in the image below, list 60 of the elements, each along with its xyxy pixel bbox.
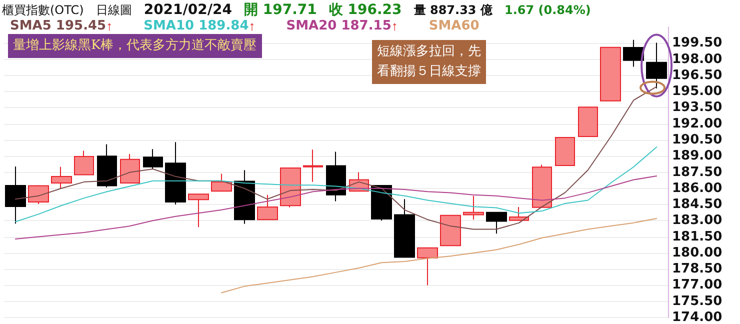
y-tick-label: 196.50	[672, 68, 722, 83]
text: 開 197.71	[244, 1, 317, 19]
candlestick	[417, 247, 438, 286]
text: SMA60	[428, 18, 480, 34]
line-series	[14, 146, 658, 222]
candlestick	[28, 184, 49, 204]
candlestick	[280, 167, 301, 208]
y-tick-label: 192.00	[672, 116, 722, 132]
y-tick-label: 183.00	[672, 213, 722, 228]
y-tick-label: 186.00	[672, 180, 722, 196]
candlestick	[371, 184, 392, 222]
annotation: 量增上影線黑K棒，代表多方力道不敵賣壓	[8, 34, 262, 58]
candlestick	[303, 149, 323, 182]
y-tick-label: 184.50	[672, 197, 722, 212]
text: SMA20 187.15↑	[286, 18, 398, 34]
text: SMA5 195.45↑	[10, 18, 113, 34]
candlestick	[74, 150, 94, 176]
candlestick	[623, 39, 644, 68]
y-tick-label: 195.00	[672, 84, 722, 100]
text: 量 887.33 億	[414, 2, 492, 19]
y-tick-label: 175.50	[672, 294, 722, 309]
line-series	[14, 176, 658, 240]
candlestick	[326, 151, 346, 202]
candlestick	[555, 137, 575, 166]
candlestick	[51, 166, 72, 189]
text: 2021/02/24	[144, 2, 232, 18]
y-tick-label: 190.50	[672, 132, 722, 148]
candlestick	[5, 166, 26, 224]
candlestick	[188, 193, 209, 228]
candlestick	[440, 214, 461, 246]
annotation: 短線漲多拉回，先看翻揚５日線支撐	[372, 40, 486, 84]
candlestick	[578, 106, 598, 138]
candlestick	[463, 195, 484, 220]
y-tick-label: 187.50	[672, 164, 722, 180]
candlestick	[234, 170, 255, 224]
candlestick	[97, 144, 117, 188]
candlestick	[646, 42, 667, 89]
candlestick	[486, 212, 507, 234]
candlestick	[257, 194, 278, 220]
candlestick	[532, 164, 552, 208]
text: 日線圖	[96, 2, 132, 19]
chart-title: 櫃買指數(OTC)	[2, 2, 84, 19]
y-tick-label: 174.00	[672, 310, 722, 324]
y-tick-label: 198.00	[672, 52, 722, 67]
y-tick-label: 189.00	[672, 148, 722, 164]
y-tick-label: 199.50	[672, 36, 722, 51]
text: 1.67 (0.84%)	[504, 3, 591, 17]
candlestick	[165, 142, 186, 206]
y-tick-label: 180.00	[672, 245, 722, 260]
candlestick	[143, 148, 163, 170]
y-tick-label: 178.50	[672, 262, 722, 277]
line-series	[221, 218, 658, 294]
candlestick	[120, 153, 140, 184]
text: SMA10 189.84↑	[144, 18, 256, 34]
y-tick-label: 181.50	[672, 229, 722, 244]
candlestick	[394, 198, 415, 258]
y-tick-label: 193.50	[672, 100, 722, 116]
candlestick	[600, 46, 621, 102]
text: 收 196.23	[328, 1, 402, 19]
y-tick-label: 177.00	[672, 278, 722, 293]
